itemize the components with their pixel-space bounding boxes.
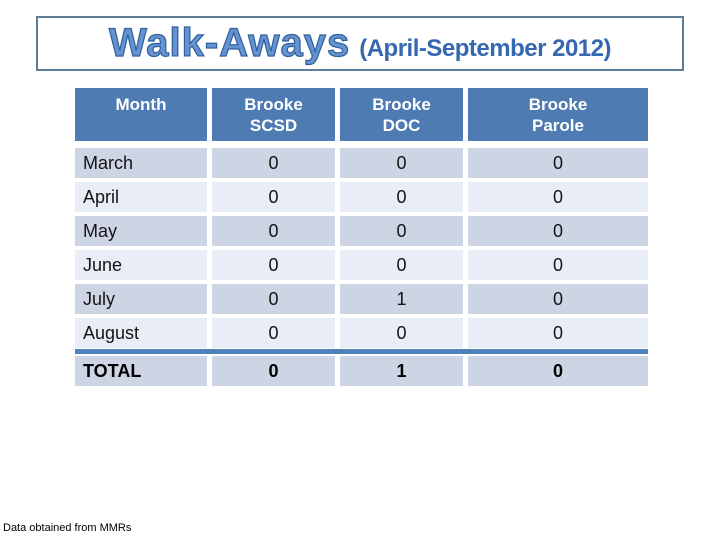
value-scsd: 0	[212, 148, 335, 178]
header-cell-brooke-scsd: Brooke SCSD	[212, 88, 335, 141]
walkaways-table: Month Brooke SCSD Brooke DOC Brooke Paro…	[75, 88, 648, 386]
value-parole: 0	[468, 284, 648, 314]
value-scsd: 0	[212, 250, 335, 280]
header-doc-line1: Brooke	[372, 95, 431, 114]
month-label: July	[75, 284, 207, 314]
value-parole: 0	[468, 318, 648, 348]
header-cell-brooke-doc: Brooke DOC	[340, 88, 463, 141]
value-parole: 0	[468, 182, 648, 212]
month-label: March	[75, 148, 207, 178]
header-scsd-line2: SCSD	[249, 116, 298, 135]
month-label: June	[75, 250, 207, 280]
header-cell-brooke-parole: Brooke Parole	[468, 88, 648, 141]
value-doc: 0	[340, 182, 463, 212]
total-label: TOTAL	[75, 356, 207, 386]
value-parole: 0	[468, 250, 648, 280]
footer-note: Data obtained from MMRs	[3, 522, 132, 534]
value-doc: 0	[340, 148, 463, 178]
month-label: April	[75, 182, 207, 212]
title-box: Walk-Aways (April-September 2012)	[36, 16, 684, 71]
table-row-march: March 0 0 0	[75, 148, 648, 178]
month-label: August	[75, 318, 207, 348]
value-scsd: 0	[212, 182, 335, 212]
total-doc: 1	[340, 356, 463, 386]
value-doc: 1	[340, 284, 463, 314]
header-parole-line2: Parole	[532, 116, 584, 135]
table-header-row: Month Brooke SCSD Brooke DOC Brooke Paro…	[75, 88, 648, 141]
header-month-line1: Month	[115, 95, 167, 114]
header-scsd-line1: Brooke	[244, 95, 303, 114]
table-row-may: May 0 0 0	[75, 216, 648, 246]
table-row-july: July 0 1 0	[75, 284, 648, 314]
total-parole: 0	[468, 356, 648, 386]
value-scsd: 0	[212, 318, 335, 348]
table-row-august: August 0 0 0	[75, 318, 648, 348]
table-row-april: April 0 0 0	[75, 182, 648, 212]
value-doc: 0	[340, 250, 463, 280]
value-scsd: 0	[212, 284, 335, 314]
header-doc-line2: DOC	[382, 116, 421, 135]
table-row-june: June 0 0 0	[75, 250, 648, 280]
slide-subtitle: (April-September 2012)	[359, 35, 611, 62]
slide-title-group: Walk-Aways (April-September 2012)	[108, 20, 611, 66]
table-total-row: TOTAL 0 1 0	[75, 356, 648, 386]
slide-title: Walk-Aways	[108, 20, 351, 65]
value-doc: 0	[340, 318, 463, 348]
total-divider-line	[75, 349, 648, 354]
header-parole-line1: Brooke	[528, 95, 588, 114]
header-cell-month: Month	[75, 88, 207, 141]
month-label: May	[75, 216, 207, 246]
value-doc: 0	[340, 216, 463, 246]
value-scsd: 0	[212, 216, 335, 246]
value-parole: 0	[468, 216, 648, 246]
total-scsd: 0	[212, 356, 335, 386]
value-parole: 0	[468, 148, 648, 178]
